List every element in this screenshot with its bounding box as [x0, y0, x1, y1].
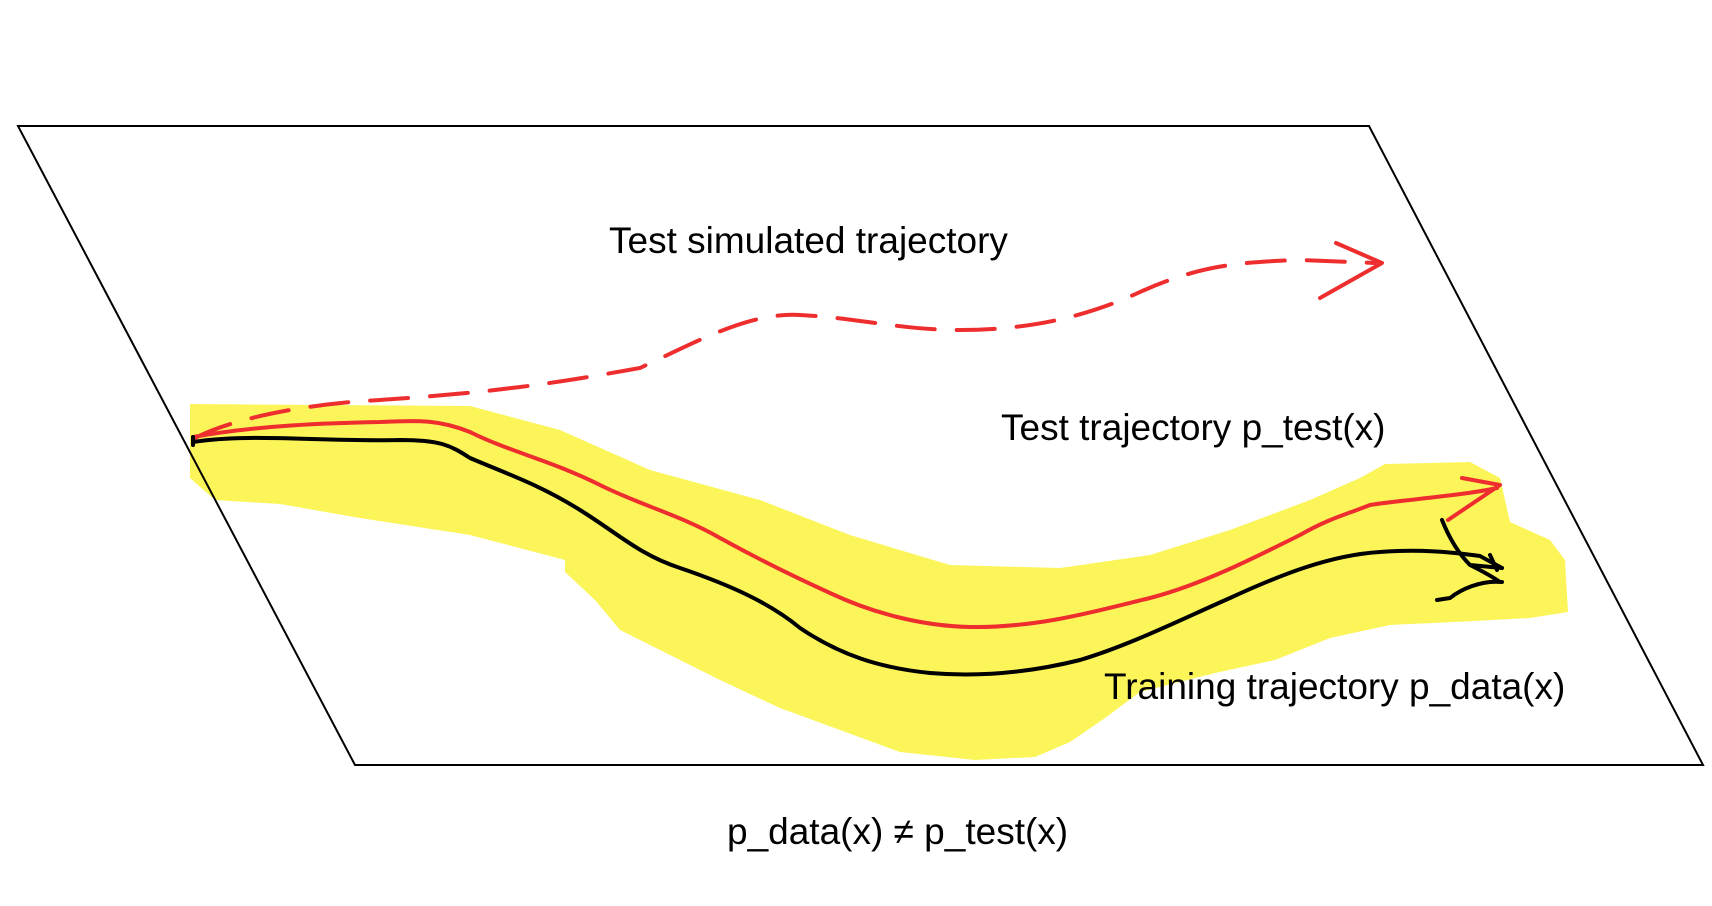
distribution-inequality-label: p_data(x) ≠ p_test(x)	[727, 811, 1069, 852]
training-trajectory-label: Training trajectory p_data(x)	[1104, 666, 1566, 707]
simulated-trajectory-line	[193, 257, 1377, 440]
training-distribution-band	[190, 404, 1568, 760]
test-trajectory-line	[191, 419, 1499, 630]
test-simulated-trajectory-label: Test simulated trajectory	[609, 220, 1008, 261]
test-trajectory-label: Test trajectory p_test(x)	[1001, 407, 1386, 448]
simulated-trajectory-arrow-head-icon	[1318, 241, 1384, 300]
test-trajectory-arrow-head-icon	[1446, 476, 1502, 522]
training-trajectory-fork-end-icon	[1435, 518, 1504, 602]
plane-outline	[16, 125, 1705, 766]
training-trajectory-line	[191, 435, 1504, 677]
